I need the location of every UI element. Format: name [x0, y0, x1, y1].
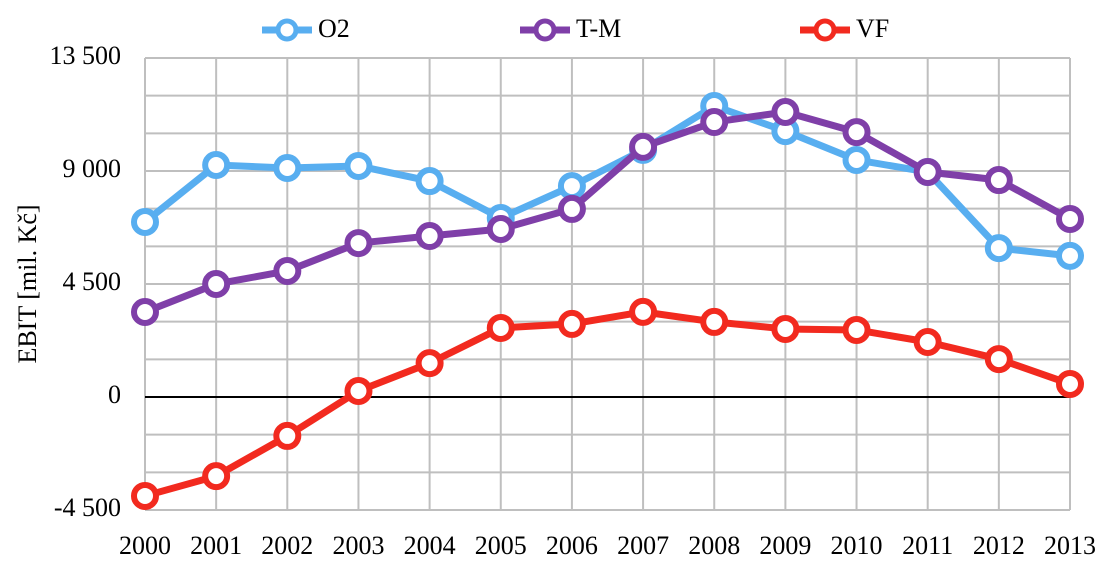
- y-axis-label: EBIT [mil. Kč]: [13, 204, 42, 363]
- x-tick-label: 2009: [759, 531, 811, 560]
- marker: [913, 328, 942, 357]
- x-tick-label: 2007: [617, 531, 669, 560]
- marker: [415, 222, 444, 251]
- x-tick-label: 2010: [831, 531, 883, 560]
- x-tick-label: 2011: [902, 531, 953, 560]
- marker: [984, 166, 1013, 195]
- legend-label: O2: [318, 14, 350, 43]
- marker: [344, 151, 373, 180]
- marker: [557, 172, 586, 201]
- marker: [557, 194, 586, 223]
- marker: [771, 314, 800, 343]
- marker: [344, 229, 373, 258]
- marker: [913, 158, 942, 187]
- marker: [486, 313, 515, 342]
- marker: [629, 297, 658, 326]
- marker: [131, 297, 159, 326]
- marker: [344, 376, 373, 405]
- x-tick-label: 2006: [546, 531, 598, 560]
- marker: [1056, 241, 1084, 270]
- marker: [842, 118, 871, 147]
- legend-marker: [813, 18, 837, 42]
- marker: [771, 97, 800, 126]
- x-tick-label: 2004: [404, 531, 456, 560]
- x-tick-label: 2005: [475, 531, 527, 560]
- y-tick-label: 4 500: [63, 267, 122, 296]
- x-tick-label: 2003: [332, 531, 384, 560]
- marker: [273, 256, 302, 285]
- marker: [202, 150, 231, 179]
- marker: [415, 349, 444, 378]
- x-tick-label: 2000: [119, 531, 171, 560]
- y-tick-label: 9 000: [63, 154, 122, 183]
- marker: [700, 108, 729, 137]
- legend-label: VF: [856, 14, 889, 43]
- marker: [984, 234, 1013, 263]
- marker: [273, 421, 302, 450]
- y-tick-label: -4 500: [54, 493, 121, 522]
- x-tick-label: 2012: [973, 531, 1025, 560]
- legend-marker: [275, 18, 299, 42]
- x-tick-label: 2001: [190, 531, 242, 560]
- marker: [1056, 204, 1084, 233]
- marker: [486, 215, 515, 244]
- marker: [202, 270, 231, 298]
- marker: [131, 481, 159, 510]
- marker: [415, 167, 444, 196]
- marker: [131, 207, 159, 236]
- legend-label: T-M: [576, 14, 621, 43]
- y-tick-label: 13 500: [50, 41, 122, 70]
- legend-marker: [533, 18, 557, 42]
- x-tick-label: 2013: [1044, 531, 1096, 560]
- marker: [984, 345, 1013, 374]
- marker: [842, 145, 871, 174]
- x-tick-label: 2008: [688, 531, 740, 560]
- marker: [629, 132, 658, 161]
- marker: [557, 309, 586, 338]
- marker: [842, 315, 871, 344]
- marker: [700, 307, 729, 336]
- x-tick-label: 2002: [261, 531, 313, 560]
- marker: [1056, 369, 1084, 398]
- marker: [273, 153, 302, 182]
- marker: [202, 462, 231, 491]
- y-tick-label: 0: [108, 380, 121, 409]
